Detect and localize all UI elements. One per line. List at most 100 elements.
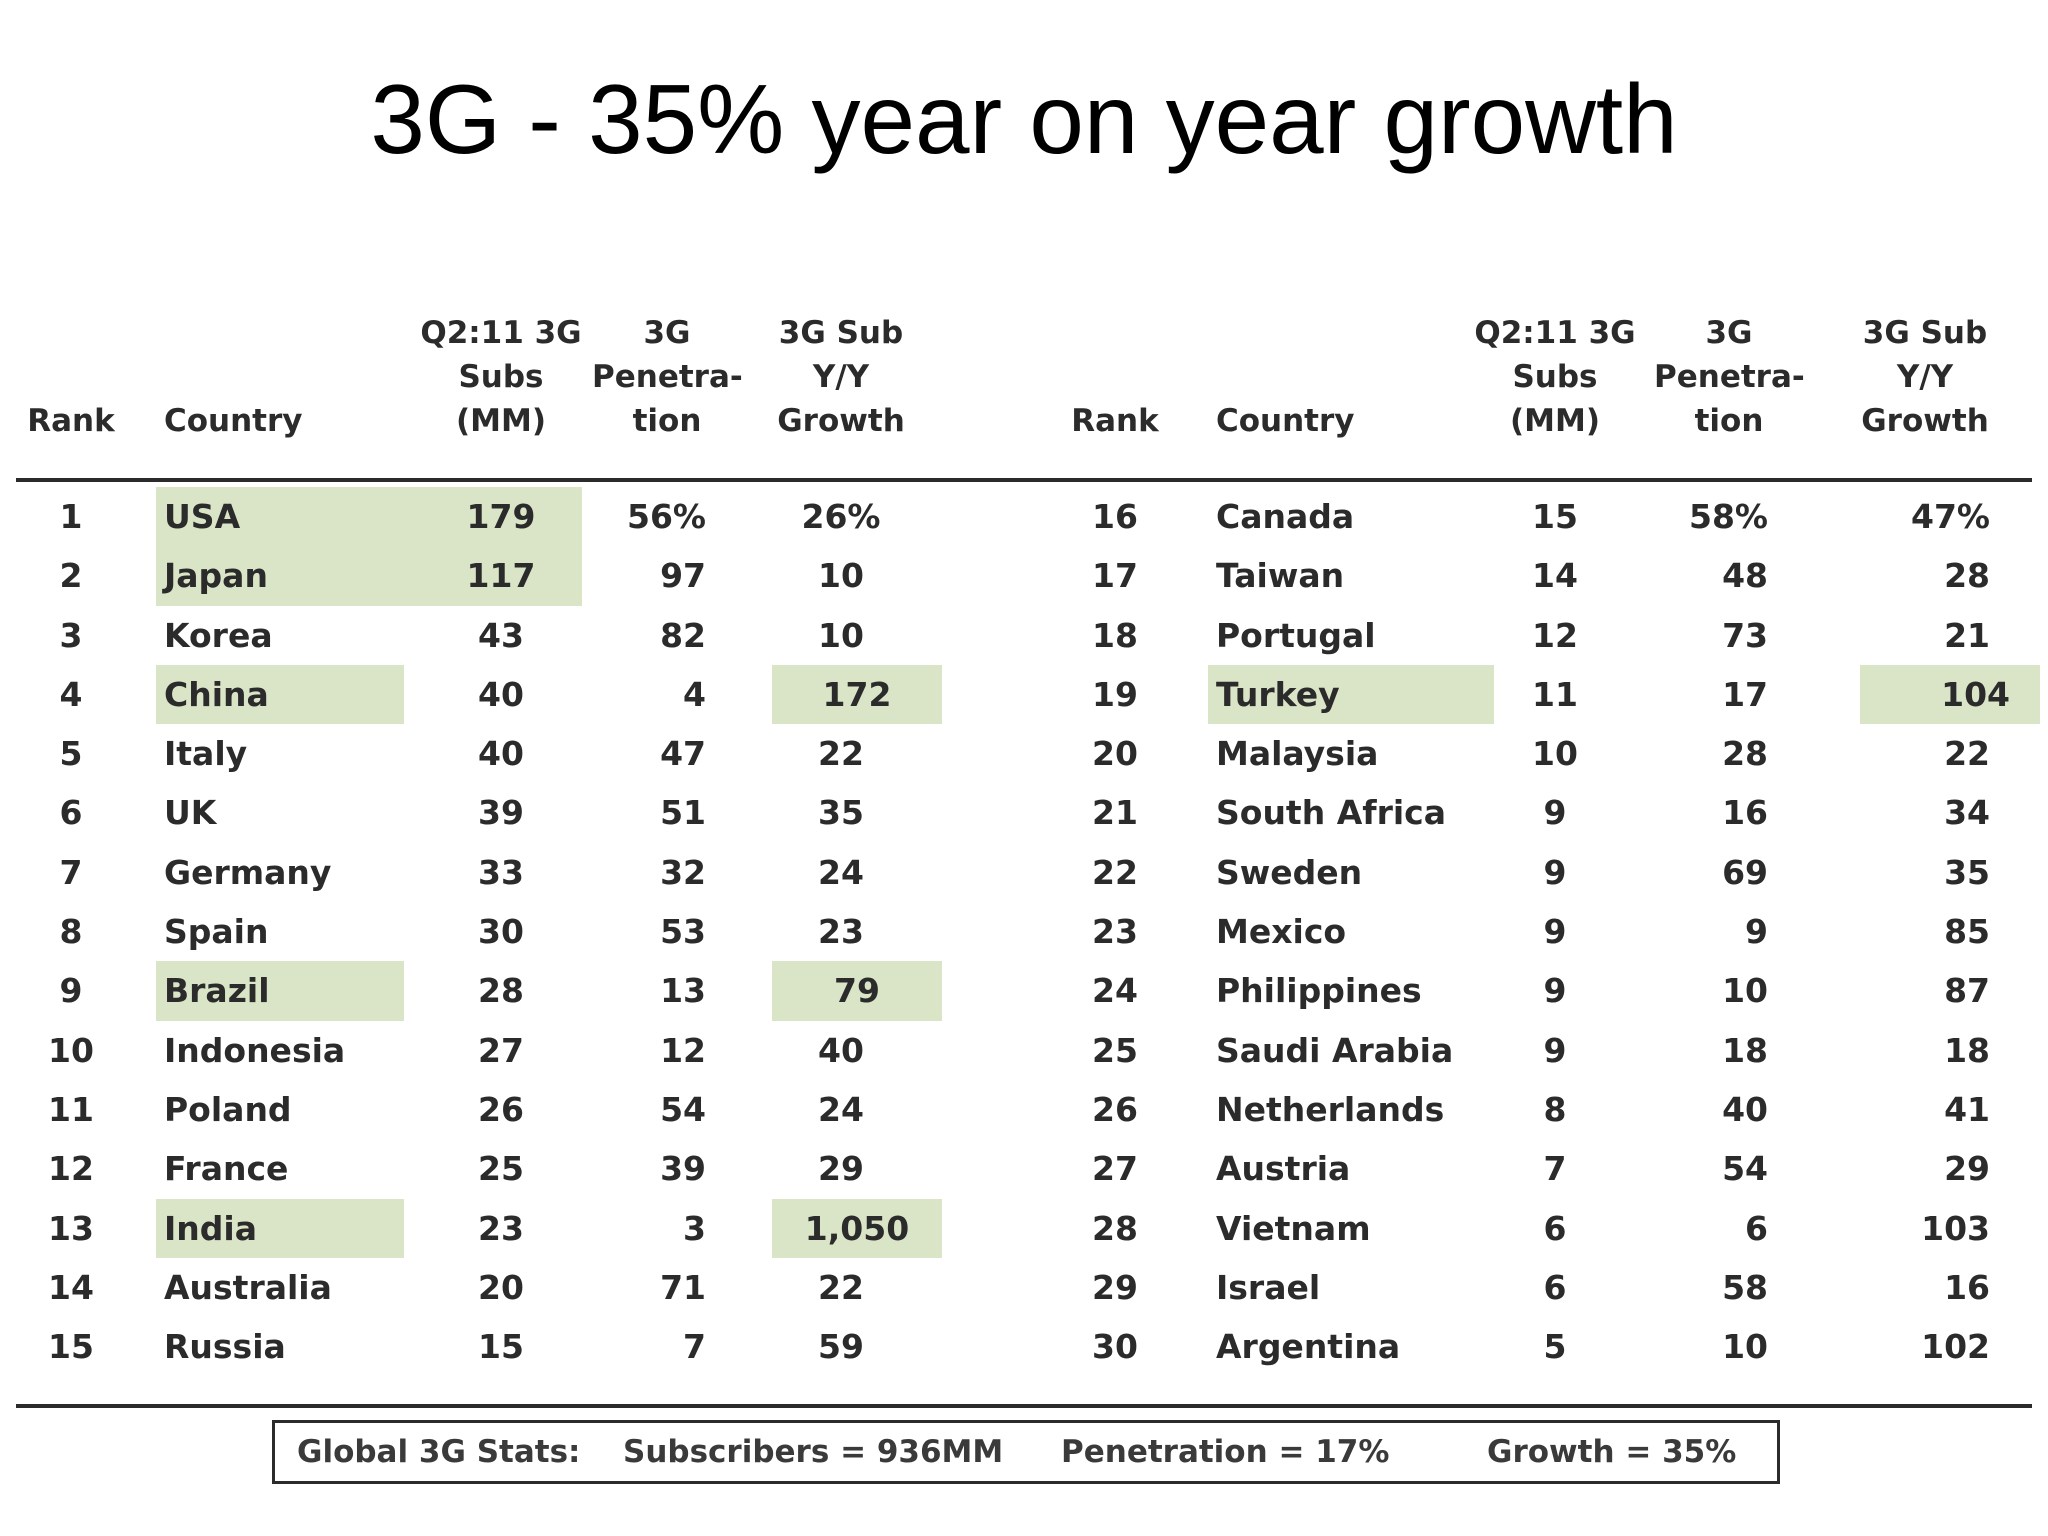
country-cell: Mexico (1216, 912, 1347, 952)
penetration-cell: 56% (627, 497, 706, 536)
country-cell: Korea (164, 615, 273, 655)
growth-cell: 23 (818, 912, 864, 952)
penetration-cell: 12 (660, 1030, 706, 1070)
subs-cell: 12 (1532, 615, 1578, 655)
country-cell: Netherlands (1216, 1089, 1445, 1129)
growth-cell: 59 (818, 1327, 864, 1367)
header-growth-line: Growth (777, 403, 905, 439)
table-row: 16 Canada 15 58% 47% (1030, 487, 2048, 546)
penetration-cell: 13 (660, 971, 706, 1011)
subs-cell: 33 (478, 852, 524, 892)
rank-cell: 26 (1092, 1089, 1138, 1129)
penetration-cell: 10 (1722, 971, 1768, 1011)
header-pen-line: tion (632, 403, 702, 439)
country-cell: Argentina (1216, 1327, 1401, 1367)
subs-cell: 26 (478, 1089, 524, 1129)
growth-cell: 21 (1944, 615, 1990, 655)
subs-cell: 10 (1532, 734, 1578, 774)
subs-cell: 9 (1543, 793, 1567, 833)
table-row: 22 Sweden 9 69 35 (1030, 843, 2048, 902)
rank-cell: 23 (1092, 912, 1138, 952)
table-row: 15 Russia 15 7 59 (16, 1317, 1036, 1376)
growth-cell: 29 (818, 1149, 864, 1189)
rank-cell: 3 (59, 615, 83, 655)
rank-cell: 10 (48, 1030, 94, 1070)
header-pen-line: tion (1694, 403, 1764, 439)
header-subs-line: (MM) (455, 403, 547, 439)
table-row: 2 Japan 117 97 10 (16, 546, 1036, 605)
subs-cell: 9 (1543, 971, 1567, 1011)
penetration-cell: 6 (1745, 1208, 1768, 1248)
subs-cell: 7 (1543, 1149, 1567, 1189)
rank-cell: 9 (59, 971, 83, 1011)
growth-cell: 16 (1944, 1267, 1990, 1307)
global-stats-box: Global 3G Stats: Subscribers = 936MM Pen… (272, 1420, 1780, 1484)
country-cell: Portugal (1216, 615, 1376, 655)
growth-cell: 40 (818, 1030, 864, 1070)
header-subs-line: Q2:11 3G (420, 315, 582, 351)
table-row: 14 Australia 20 71 22 (16, 1258, 1036, 1317)
growth-cell: 87 (1944, 971, 1990, 1011)
table-body: 16 Canada 15 58% 47% 17 Taiwan 14 48 28 18 Portugal… (1030, 465, 2048, 1376)
growth-cell: 22 (1944, 734, 1990, 774)
penetration-cell: 69 (1722, 852, 1768, 892)
table-row: 23 Mexico 9 9 85 (1030, 902, 2048, 961)
penetration-cell: 39 (660, 1149, 706, 1189)
growth-cell: 10 (818, 615, 864, 655)
country-cell: Italy (164, 734, 248, 774)
header-growth-line: Y/Y (812, 359, 870, 395)
country-cell: Austria (1216, 1149, 1351, 1189)
table-row: 21 South Africa 9 16 34 (1030, 783, 2048, 842)
country-cell: South Africa (1216, 793, 1447, 833)
table-row: 24 Philippines 9 10 87 (1030, 961, 2048, 1020)
highlight-usa-japan (156, 487, 582, 606)
subs-cell: 11 (1532, 674, 1578, 714)
table-row: 25 Saudi Arabia 9 18 18 (1030, 1021, 2048, 1080)
table-row: 9 Brazil 28 13 79 (16, 961, 1036, 1021)
subs-cell: 9 (1543, 852, 1567, 892)
growth-cell: 47% (1911, 497, 1990, 536)
subs-cell: 5 (1543, 1327, 1567, 1367)
table-row: 3 Korea 43 82 10 (16, 606, 1036, 665)
subs-cell: 43 (478, 615, 524, 655)
penetration-cell: 73 (1722, 615, 1768, 655)
table-row: 12 France 25 39 29 (16, 1139, 1036, 1198)
table-row: 26 Netherlands 8 40 41 (1030, 1080, 2048, 1139)
penetration-cell: 40 (1722, 1089, 1768, 1129)
growth-cell: 28 (1944, 556, 1990, 596)
country-cell: Taiwan (1216, 556, 1345, 596)
table-row: 18 Portugal 12 73 21 (1030, 606, 2048, 665)
country-cell: India (156, 1198, 404, 1258)
table-row: 13 India 23 3 1,050 (16, 1198, 1036, 1258)
rank-cell: 19 (1092, 674, 1138, 714)
country-cell: Australia (164, 1267, 332, 1307)
table-header: Rank Country Q2:11 3G Subs (MM) 3G Penet… (16, 315, 1036, 465)
growth-cell: 34 (1944, 793, 1990, 833)
subs-cell: 28 (478, 971, 524, 1011)
subs-cell: 8 (1543, 1089, 1567, 1129)
subs-cell: 15 (1532, 497, 1578, 536)
header-growth: 3G Sub Y/Y Growth (756, 311, 926, 443)
penetration-cell: 3 (683, 1208, 706, 1248)
penetration-cell: 54 (1722, 1149, 1768, 1189)
penetration-cell: 17 (1722, 674, 1768, 714)
rank-cell: 27 (1092, 1149, 1138, 1189)
table-row: 29 Israel 6 58 16 (1030, 1258, 2048, 1317)
table-row: 11 Poland 26 54 24 (16, 1080, 1036, 1139)
penetration-cell: 71 (660, 1267, 706, 1307)
penetration-cell: 9 (1745, 912, 1768, 952)
growth-cell: 24 (818, 1089, 864, 1129)
rank-cell: 28 (1092, 1208, 1138, 1248)
header-growth: 3G Sub Y/Y Growth (1840, 311, 2010, 443)
header-country: Country (1216, 403, 1355, 439)
penetration-cell: 53 (660, 912, 706, 952)
country-cell: Brazil (156, 961, 404, 1021)
subs-cell: 25 (478, 1149, 524, 1189)
rank-cell: 16 (1092, 497, 1138, 536)
header-growth-line: 3G Sub (1862, 315, 1988, 351)
header-subs-line: Subs (458, 359, 544, 395)
rank-cell: 24 (1092, 971, 1138, 1011)
penetration-cell: 16 (1722, 793, 1768, 833)
table-row: 10 Indonesia 27 12 40 (16, 1021, 1036, 1080)
penetration-cell: 10 (1722, 1327, 1768, 1367)
